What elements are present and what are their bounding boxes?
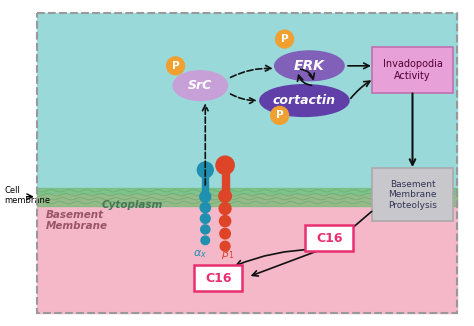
Text: C16: C16 (205, 272, 231, 285)
Text: Cytoplasm: Cytoplasm (101, 200, 163, 210)
FancyBboxPatch shape (194, 265, 242, 291)
Text: Invadopodia
Activity: Invadopodia Activity (383, 59, 442, 81)
Text: P: P (276, 111, 283, 120)
Circle shape (200, 202, 210, 213)
Text: Cell
membrane: Cell membrane (4, 186, 50, 205)
Text: $\beta_1$: $\beta_1$ (221, 247, 235, 261)
Bar (36, 13, 457, 195)
Text: P: P (281, 34, 288, 44)
Text: C16: C16 (316, 232, 342, 245)
Bar (202, 177, 208, 197)
FancyBboxPatch shape (372, 47, 453, 93)
Bar (36, 195, 457, 313)
Circle shape (200, 191, 211, 202)
Circle shape (271, 107, 289, 124)
Circle shape (166, 57, 184, 75)
Circle shape (220, 229, 230, 239)
Circle shape (219, 203, 231, 215)
Circle shape (276, 30, 293, 48)
FancyBboxPatch shape (305, 226, 353, 251)
Circle shape (220, 241, 230, 251)
Ellipse shape (274, 51, 344, 81)
Bar (222, 173, 228, 196)
Circle shape (219, 190, 231, 202)
FancyBboxPatch shape (372, 168, 453, 221)
Circle shape (201, 214, 210, 223)
Text: SrC: SrC (188, 79, 212, 92)
Circle shape (219, 215, 231, 227)
Text: ERK: ERK (294, 59, 325, 73)
Circle shape (201, 225, 210, 234)
Circle shape (201, 236, 210, 244)
Text: P: P (172, 61, 179, 71)
Circle shape (216, 156, 234, 174)
Text: Basement
Membrane: Basement Membrane (46, 210, 108, 231)
Text: cortactin: cortactin (273, 94, 336, 107)
Ellipse shape (260, 85, 349, 116)
Text: Basement
Membrane
Proteolysis: Basement Membrane Proteolysis (388, 180, 437, 210)
Bar (36, 188, 457, 206)
Ellipse shape (173, 71, 228, 100)
Circle shape (197, 162, 213, 178)
Text: $\alpha_x$: $\alpha_x$ (193, 248, 207, 260)
